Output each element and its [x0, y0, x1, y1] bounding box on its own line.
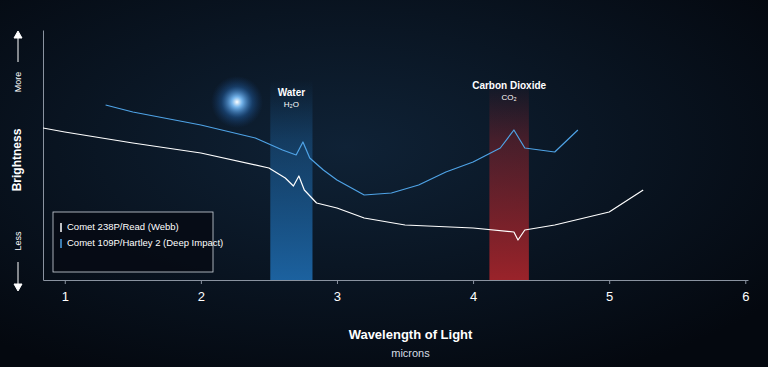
band-label: Carbon Dioxide: [472, 80, 546, 91]
legend-label: Comet 238P/Read (Webb): [67, 221, 179, 232]
band-label: Water: [278, 87, 306, 98]
x-tick: 6: [742, 280, 749, 304]
background: [0, 0, 768, 367]
x-tick-label: 4: [470, 289, 477, 304]
band: [270, 80, 312, 280]
y-high-label: More: [13, 72, 23, 93]
comet-glow: [211, 76, 263, 128]
x-tick-mark: [609, 280, 610, 284]
x-tick-mark: [473, 280, 474, 284]
band-formula: H₂O: [284, 100, 299, 109]
legend-swatch: [60, 239, 62, 248]
arrow-down-head: [14, 284, 22, 291]
arrow-up-head: [14, 31, 22, 38]
band: [489, 80, 528, 280]
legend-label: Comet 109P/Hartley 2 (Deep Impact): [67, 237, 223, 248]
x-tick: 1: [62, 280, 69, 304]
x-tick-mark: [201, 280, 202, 284]
chart: Water H₂O Carbon Dioxide CO₂ 1 2 3 4 5 6 Brightnes…: [0, 0, 768, 367]
x-axis-line: [44, 280, 749, 281]
y-axis: [43, 31, 44, 281]
x-tick: 5: [606, 280, 613, 304]
x-axis: 1 2 3 4 5 6: [44, 280, 750, 304]
x-tick-label: 5: [606, 289, 613, 304]
y-axis-title: Brightness: [10, 128, 24, 191]
legend: Comet 238P/Read (Webb) Comet 109P/Hartley…: [53, 212, 223, 272]
x-axis-unit: microns: [391, 347, 430, 359]
x-tick: 4: [470, 280, 477, 304]
x-tick-mark: [745, 280, 746, 284]
x-tick-label: 2: [198, 289, 205, 304]
x-tick: 2: [198, 280, 205, 304]
x-tick: 3: [334, 280, 341, 304]
x-axis-title: Wavelength of Light: [349, 327, 473, 342]
x-tick-label: 3: [334, 289, 341, 304]
legend-swatch: [60, 223, 62, 232]
x-tick-mark: [65, 280, 66, 284]
x-tick-label: 1: [62, 289, 69, 304]
y-arrows: [14, 31, 22, 291]
x-tick-label: 6: [742, 289, 749, 304]
series-line: [106, 105, 578, 195]
x-tick-mark: [337, 280, 338, 284]
bands: [270, 80, 529, 280]
band-formula: CO₂: [502, 93, 517, 102]
y-axis-line: [43, 31, 44, 281]
y-low-label: Less: [13, 231, 23, 251]
